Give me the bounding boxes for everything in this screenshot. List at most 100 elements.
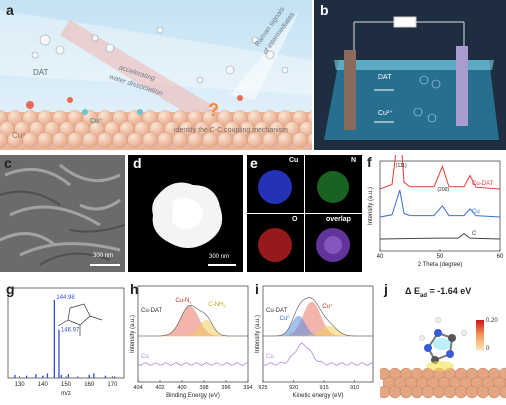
- auger-chart: Cu-DAT Cu 925 920 915 910 Kinetic energy (eV) I…: [255, 285, 374, 399]
- cu-atom: [112, 132, 128, 148]
- panel-label-f: f: [367, 155, 372, 170]
- slab-atom: [498, 385, 506, 399]
- x-tick-label-2: 915: [320, 385, 329, 391]
- panel-h: Cu-DAT Cu 404 402 400 398 396 394 Binding Energy…: [128, 278, 253, 405]
- cu-atom: [307, 110, 312, 126]
- x-axis-label: m/z: [61, 391, 71, 397]
- slab-atom: [410, 385, 424, 399]
- map-o: [258, 228, 292, 262]
- plot-frame: [262, 285, 374, 383]
- electrode-right: [456, 46, 468, 126]
- panel-label-h: h: [130, 281, 139, 297]
- energy-symbol: Δ E: [405, 286, 420, 296]
- x-axis-label: Kinetic energy (eV): [292, 393, 343, 399]
- panel-b: DAT Cu²⁺ b: [314, 0, 506, 150]
- x-tick-label-0: 130: [15, 382, 26, 388]
- energy-sub: ad: [419, 292, 427, 299]
- dat-bond: [57, 319, 69, 327]
- slab-atom: [476, 385, 490, 399]
- map-label-o: O: [292, 216, 298, 223]
- cu-atom: [127, 132, 143, 148]
- panel-e: Cu N O overlap e: [247, 155, 362, 272]
- electrolyte-tank: [324, 60, 499, 140]
- series-line-cu: [262, 342, 374, 366]
- x-tick-label-0: 40: [377, 254, 384, 260]
- panel-g: 144.98 146.97 130 140 150 160 170 m/z g: [0, 278, 128, 405]
- series-label-0: Cu-DAT: [141, 308, 163, 314]
- cu-atom: [157, 132, 173, 148]
- panel-label-a: a: [6, 2, 14, 18]
- cu-atom: [292, 132, 308, 148]
- label-cu-plus: Cu⁺: [90, 118, 103, 125]
- annotation-cu0: Cu⁰: [280, 315, 291, 322]
- copper-surface: [0, 110, 312, 150]
- slab-atom: [432, 385, 446, 399]
- fit-envelope: [138, 304, 248, 337]
- power-supply: [393, 16, 417, 28]
- annotation-cu-n: Cu-Nx: [175, 298, 191, 305]
- cu-atom: [37, 132, 53, 148]
- x-axis-label: 2 Theta (degree): [418, 262, 463, 268]
- adsorbed-molecule: [419, 317, 467, 371]
- oxygen-atoms: [26, 95, 243, 109]
- plot-frame: [379, 160, 501, 252]
- label-cu0: Cu⁰: [12, 131, 26, 140]
- molecules: [31, 26, 289, 84]
- eds-maps: [247, 155, 362, 272]
- series-line-0: [379, 155, 501, 190]
- series-line-1: [379, 189, 501, 218]
- tem-image: [128, 155, 243, 272]
- x-tick-label-1: 402: [155, 385, 164, 391]
- cbar-min: 0: [486, 346, 490, 352]
- energy-value: = -1.64 eV: [427, 286, 472, 296]
- plot-frame: [137, 285, 249, 383]
- label-identify: identify the C-C coupling mechanism: [174, 127, 288, 134]
- panel-label-d: d: [133, 155, 142, 171]
- x-tick-label-4: 170: [107, 382, 118, 388]
- cu-atom: [247, 132, 263, 148]
- map-cu: [258, 170, 292, 204]
- sem-image: [0, 155, 125, 272]
- colorbar: [476, 320, 484, 350]
- peak-label-1: (200): [437, 187, 449, 193]
- dat-bond: [89, 315, 103, 321]
- electrode-left: [344, 50, 356, 130]
- x-axis-label: Binding Energy (eV): [166, 393, 220, 399]
- annotation-cu-plus: Cu⁺: [322, 303, 333, 310]
- x-tick-label-1: 50: [437, 254, 444, 260]
- cu-plus-atoms: [82, 109, 143, 115]
- panel-b-cell: [314, 0, 506, 150]
- annotation-c-nh2: C-NH2: [208, 302, 226, 309]
- cu-atom: [202, 132, 218, 148]
- series-label-1: Cu: [141, 354, 149, 360]
- label-dat-b: DAT: [378, 74, 392, 81]
- scale-c: 300 nm: [93, 253, 114, 259]
- panel-a: DAT Cu⁺ Cu⁰ accelerating water dissociat…: [0, 0, 312, 150]
- slab-atom: [380, 385, 391, 399]
- series-label-1: Cu: [266, 354, 274, 360]
- panel-j: Δ Ead = -1.64 eV 0.20 0 j: [380, 278, 506, 405]
- slab-atom: [388, 385, 402, 399]
- cu-atom: [97, 132, 113, 148]
- arrow-beam: [60, 20, 220, 122]
- x-tick-label-5: 394: [243, 385, 252, 391]
- cu-atom: [142, 132, 158, 148]
- series-line-cu: [137, 362, 249, 366]
- x-tick-label-3: 910: [350, 385, 359, 391]
- fit-envelope: [263, 297, 373, 337]
- panel-a-illustration: [0, 0, 312, 150]
- xrd-chart: Cu-DAT Cu C 40 50 60 2 Theta (degree) Intensity…: [368, 155, 504, 268]
- peak-label-1: 146.97: [61, 328, 80, 334]
- series-label-2: C: [472, 231, 477, 237]
- cu-atom: [52, 132, 68, 148]
- panel-label-e: e: [250, 155, 258, 171]
- question-mark: ?: [208, 100, 219, 120]
- panel-f: Cu-DAT Cu C 40 50 60 2 Theta (degree) Intensity…: [366, 155, 506, 272]
- panel-label-j: j: [384, 281, 388, 297]
- slab-atom: [421, 385, 435, 399]
- series-label-1: Cu: [472, 209, 480, 215]
- x-tick-label-2: 60: [497, 254, 504, 260]
- panel-d: 300 nm d: [128, 155, 243, 272]
- dft-structure: [380, 278, 506, 405]
- x-tick-label-2: 400: [177, 385, 186, 391]
